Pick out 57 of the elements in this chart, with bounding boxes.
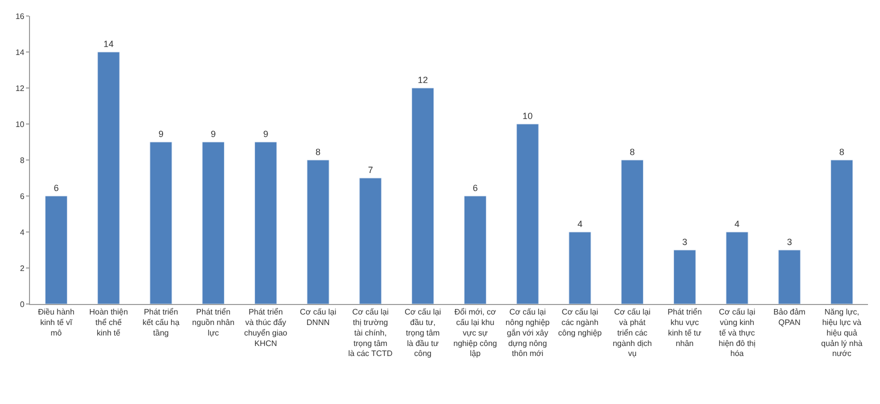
y-tick-label: 4 (20, 228, 25, 237)
x-tick-label: Cơ cấu lại vùng kinh tế và thực hiện đô thị hóa (718, 308, 756, 358)
bar (830, 160, 854, 304)
data-label: 9 (263, 129, 268, 139)
x-tick-label: Phát triển kết cấu hạ tầng (142, 308, 180, 338)
x-tick-label: Cơ cấu lại DNNN (300, 308, 336, 327)
bar (359, 178, 382, 304)
bar (254, 142, 277, 304)
data-label: 7 (368, 165, 373, 175)
bar (202, 142, 225, 304)
y-tick-label: 14 (15, 48, 25, 57)
bar (726, 232, 748, 304)
x-tick-label: Đổi mới, cơ cấu lại khu vực sự nghiệp công lập (453, 308, 497, 358)
data-label: 8 (316, 147, 321, 157)
data-label: 4 (577, 219, 582, 229)
x-tick-label: Phát triển và thúc đẩy chuyển giao KHCN (244, 308, 288, 348)
data-label: 14 (104, 39, 114, 49)
bar (621, 160, 644, 304)
bar (412, 88, 434, 304)
x-tick-label: Hoàn thiện thể chế kinh tế (89, 308, 128, 338)
data-label: 3 (682, 237, 688, 247)
data-label: 3 (786, 237, 792, 247)
bar (516, 124, 539, 304)
bar (673, 250, 696, 304)
y-tick-label: 16 (15, 12, 25, 21)
y-tick-label: 10 (15, 120, 25, 129)
y-tick-label: 12 (15, 84, 25, 93)
bar (778, 250, 801, 304)
x-tick-label: Phát triển nguồn nhân lực (192, 308, 234, 338)
y-tick-label: 6 (20, 192, 25, 201)
x-tick-label: Cơ cấu lại đầu tư, trọng tâm là đầu tư công (404, 308, 442, 358)
x-tick-label: Cơ cấu lại các ngành công nghiệp (558, 308, 602, 338)
x-tick-label: Điều hành kinh tế vĩ mô (38, 308, 74, 338)
data-label: 6 (54, 183, 59, 193)
bar (568, 232, 592, 304)
data-label: 8 (839, 147, 844, 157)
x-tick-label: Cơ cấu lại và phát triển các ngành dịch vụ (612, 308, 652, 358)
data-label: 6 (472, 183, 478, 193)
bar (464, 196, 486, 304)
bar (306, 160, 330, 304)
x-tick-label: Cơ cấu lại nông nghiệp gắn với xây dựng nông thôn mới (506, 308, 550, 358)
data-label: 9 (158, 129, 164, 139)
x-tick-label: Phát triển khu vực kinh tế tư nhân (668, 308, 702, 348)
x-tick-label: Năng lực, hiệu lực và hiệu quả quản lý nhà nước (821, 308, 864, 358)
x-tick-label: Cơ cấu lại thị trường tài chính, trọng tâm là các TCTD (348, 308, 393, 358)
data-label: 10 (522, 111, 533, 121)
bar (97, 52, 120, 304)
data-label: 4 (734, 219, 740, 229)
bar (44, 196, 68, 304)
y-tick-label: 8 (20, 156, 25, 165)
data-label: 9 (210, 129, 216, 139)
y-tick-label: 0 (20, 300, 25, 309)
data-label: 8 (630, 147, 635, 157)
x-tick-label: Bảo đảm QPAN (773, 308, 806, 327)
bar (150, 142, 172, 304)
data-label: 12 (418, 75, 428, 85)
y-tick-label: 2 (20, 264, 25, 273)
